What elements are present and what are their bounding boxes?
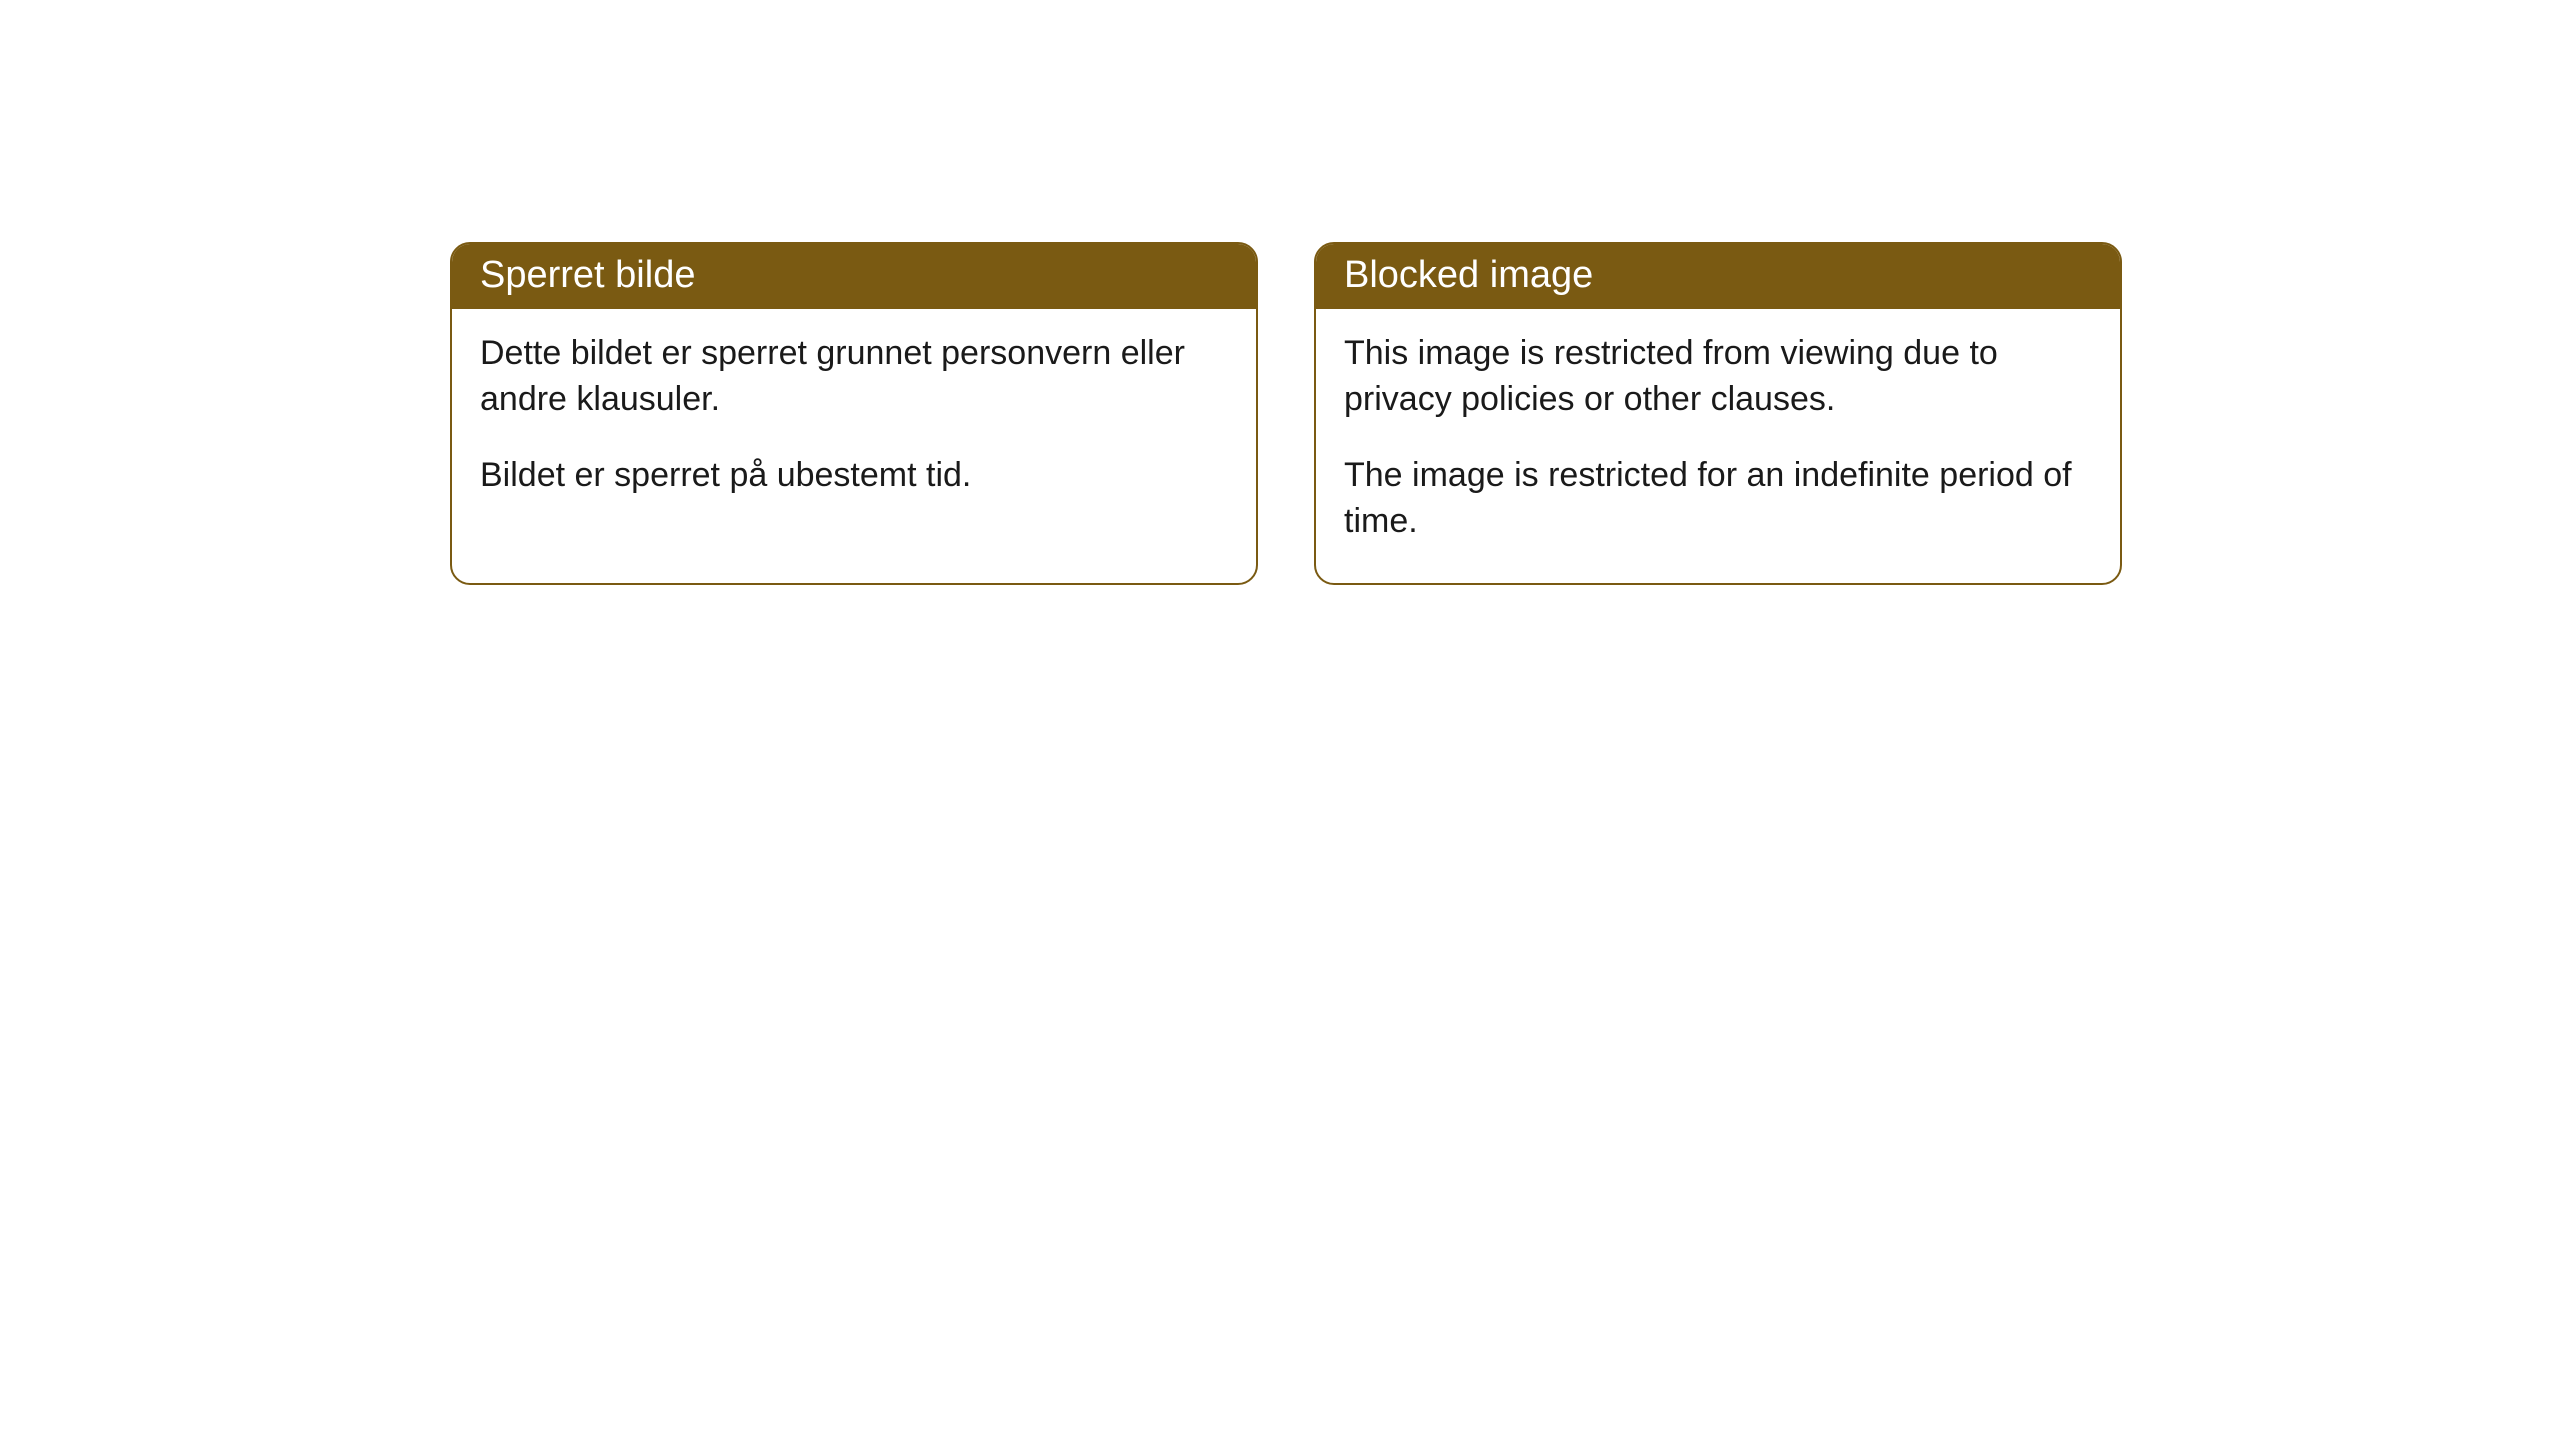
card-paragraph: This image is restricted from viewing du… (1344, 331, 2092, 423)
card-header: Blocked image (1316, 244, 2120, 309)
card-paragraph: Bildet er sperret på ubestemt tid. (480, 453, 1228, 499)
card-header: Sperret bilde (452, 244, 1256, 309)
notice-card-norwegian: Sperret bilde Dette bildet er sperret gr… (450, 242, 1258, 585)
notice-card-english: Blocked image This image is restricted f… (1314, 242, 2122, 585)
card-title: Sperret bilde (480, 254, 695, 296)
card-body: Dette bildet er sperret grunnet personve… (452, 309, 1256, 537)
card-paragraph: Dette bildet er sperret grunnet personve… (480, 331, 1228, 423)
notice-cards-container: Sperret bilde Dette bildet er sperret gr… (450, 242, 2122, 585)
card-paragraph: The image is restricted for an indefinit… (1344, 453, 2092, 545)
card-body: This image is restricted from viewing du… (1316, 309, 2120, 583)
card-title: Blocked image (1344, 254, 1593, 296)
